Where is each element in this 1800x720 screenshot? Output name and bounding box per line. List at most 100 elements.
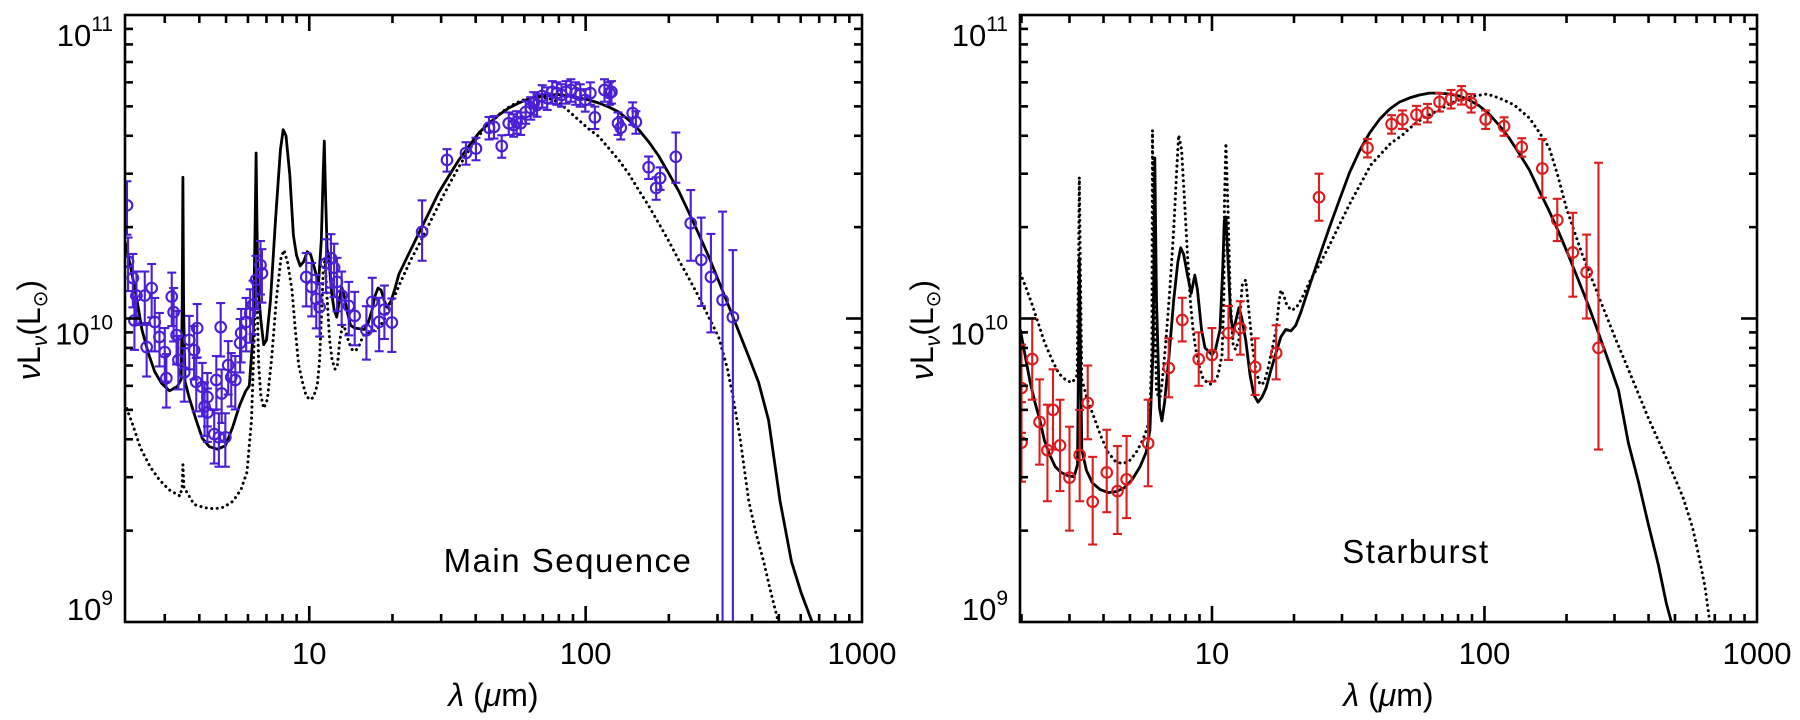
data-point [125,198,134,212]
data-point [694,253,708,267]
data-point [313,300,326,314]
data-point [415,225,429,239]
data-point [1033,415,1046,429]
y-axis-title: νLν(L⊙) [904,280,945,380]
data-point [495,139,509,153]
data-point [1248,360,1262,374]
data-point [1222,326,1235,340]
data-point [1479,113,1493,126]
data-point [1535,162,1549,175]
data-point [348,309,362,323]
x-tick-label: 10 [292,636,326,671]
x-tick-label: 100 [560,636,612,671]
data-point [167,305,180,319]
data-point [1053,438,1067,452]
x-tick-label: 10 [1195,636,1229,671]
data-point [1175,313,1189,327]
data-point [1111,484,1124,498]
panel-starburst: 10 100 1000 109 1010 1011 λ (μm) νLν(L⊙) Starbur… [904,13,1791,713]
data-point [365,295,379,309]
data-point [219,430,232,444]
data-point [726,310,740,324]
data-point [1421,106,1434,120]
data-point [669,150,683,164]
data-point [1269,346,1283,360]
data-point [684,216,698,230]
data-point [255,266,269,280]
data-point [1205,348,1219,362]
data-point [1141,436,1155,450]
data-point [212,430,226,444]
dotted-model-curve [1020,92,1712,622]
data-point [1046,403,1060,417]
data-point [1580,265,1593,279]
data-point [1515,140,1529,154]
data-point [201,406,214,419]
data-point [187,343,201,357]
data-points [1020,85,1605,546]
y-tick-label: 1010 [55,312,113,352]
x-axis-title: λ (μm) [1341,677,1433,713]
data-point [614,121,628,135]
data-point [1081,396,1095,410]
x-tick-label: 1000 [828,636,897,671]
data-point [214,320,228,334]
data-point [1312,190,1326,204]
data-point [1020,436,1028,449]
x-axis-title: λ (μm) [446,677,538,713]
y-tick-label: 1011 [952,13,1008,53]
data-point [165,290,179,304]
data-point [130,289,143,302]
data-point [1020,381,1028,395]
data-point [1100,466,1114,479]
data-point [1592,341,1605,355]
data-point [440,153,454,167]
data-point [1192,352,1206,366]
data-point [1162,361,1176,375]
data-point [1073,448,1087,462]
data-point [459,146,473,160]
data-point [1566,246,1580,259]
data-point [507,118,521,132]
data-point [385,316,399,329]
data-point [1233,321,1247,335]
data-point [1550,213,1564,227]
data-point [254,258,267,272]
data-point [583,86,597,100]
axes-frame [1018,13,1759,624]
y-axis-title: νLν(L⊙) [11,280,52,380]
data-point [221,358,235,372]
data-point [605,85,618,99]
x-tick-label: 1000 [1723,636,1792,671]
panel-main-sequence: 10 100 1000 109 1010 1011 λ (μm) νLν(L⊙) Main Se… [11,13,896,713]
panel-label-main-sequence: Main Sequence [444,542,693,579]
y-tick-label: 109 [67,587,113,627]
data-point [1497,119,1511,133]
data-point [1086,495,1100,509]
data-point [327,261,341,275]
tick-labels: 10 100 1000 109 1010 1011 [950,13,1791,671]
axes-frame [123,13,864,624]
data-points [125,78,740,622]
data-point [469,142,483,155]
data-point [1396,113,1409,126]
data-point [653,171,667,185]
data-point [138,289,152,302]
data-point [160,371,173,385]
data-point [228,373,242,387]
data-point [716,293,729,307]
y-tick-label: 1011 [57,13,113,53]
data-point [126,271,140,285]
data-point [145,281,159,295]
data-point [1120,473,1133,486]
data-point [190,321,204,335]
data-point [1025,352,1039,366]
data-point [642,160,655,174]
data-point [1444,92,1458,106]
data-point [158,345,172,359]
data-point [588,111,602,124]
data-point [335,289,349,302]
data-point [704,270,718,284]
